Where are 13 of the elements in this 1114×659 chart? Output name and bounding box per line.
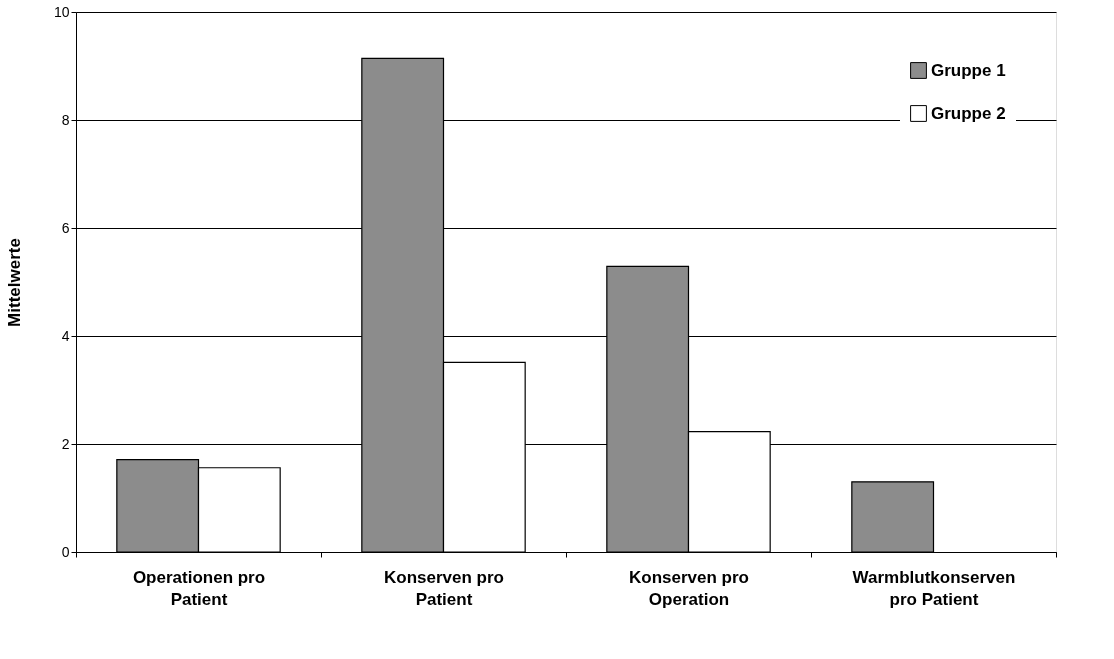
x-tick-label: Konserven pro Patient xyxy=(384,567,504,609)
x-tick-label: Operationen pro Patient xyxy=(132,567,266,609)
x-tick-label: Konserven pro Operation xyxy=(629,567,749,609)
y-tick-label: 6 xyxy=(61,219,70,236)
y-axis-title: Mittelwerte xyxy=(4,238,24,327)
x-tick-label: Warmblutkonserven pro Patient xyxy=(852,567,1016,609)
legend-label: Gruppe 1 xyxy=(931,60,1006,80)
legend-label: Gruppe 2 xyxy=(931,103,1006,123)
y-tick-label: 2 xyxy=(61,435,70,452)
y-tick-label: 8 xyxy=(61,111,70,128)
y-tick-label: 10 xyxy=(53,3,70,20)
y-tick-label: 4 xyxy=(61,327,70,344)
y-tick-label: 0 xyxy=(61,543,70,560)
